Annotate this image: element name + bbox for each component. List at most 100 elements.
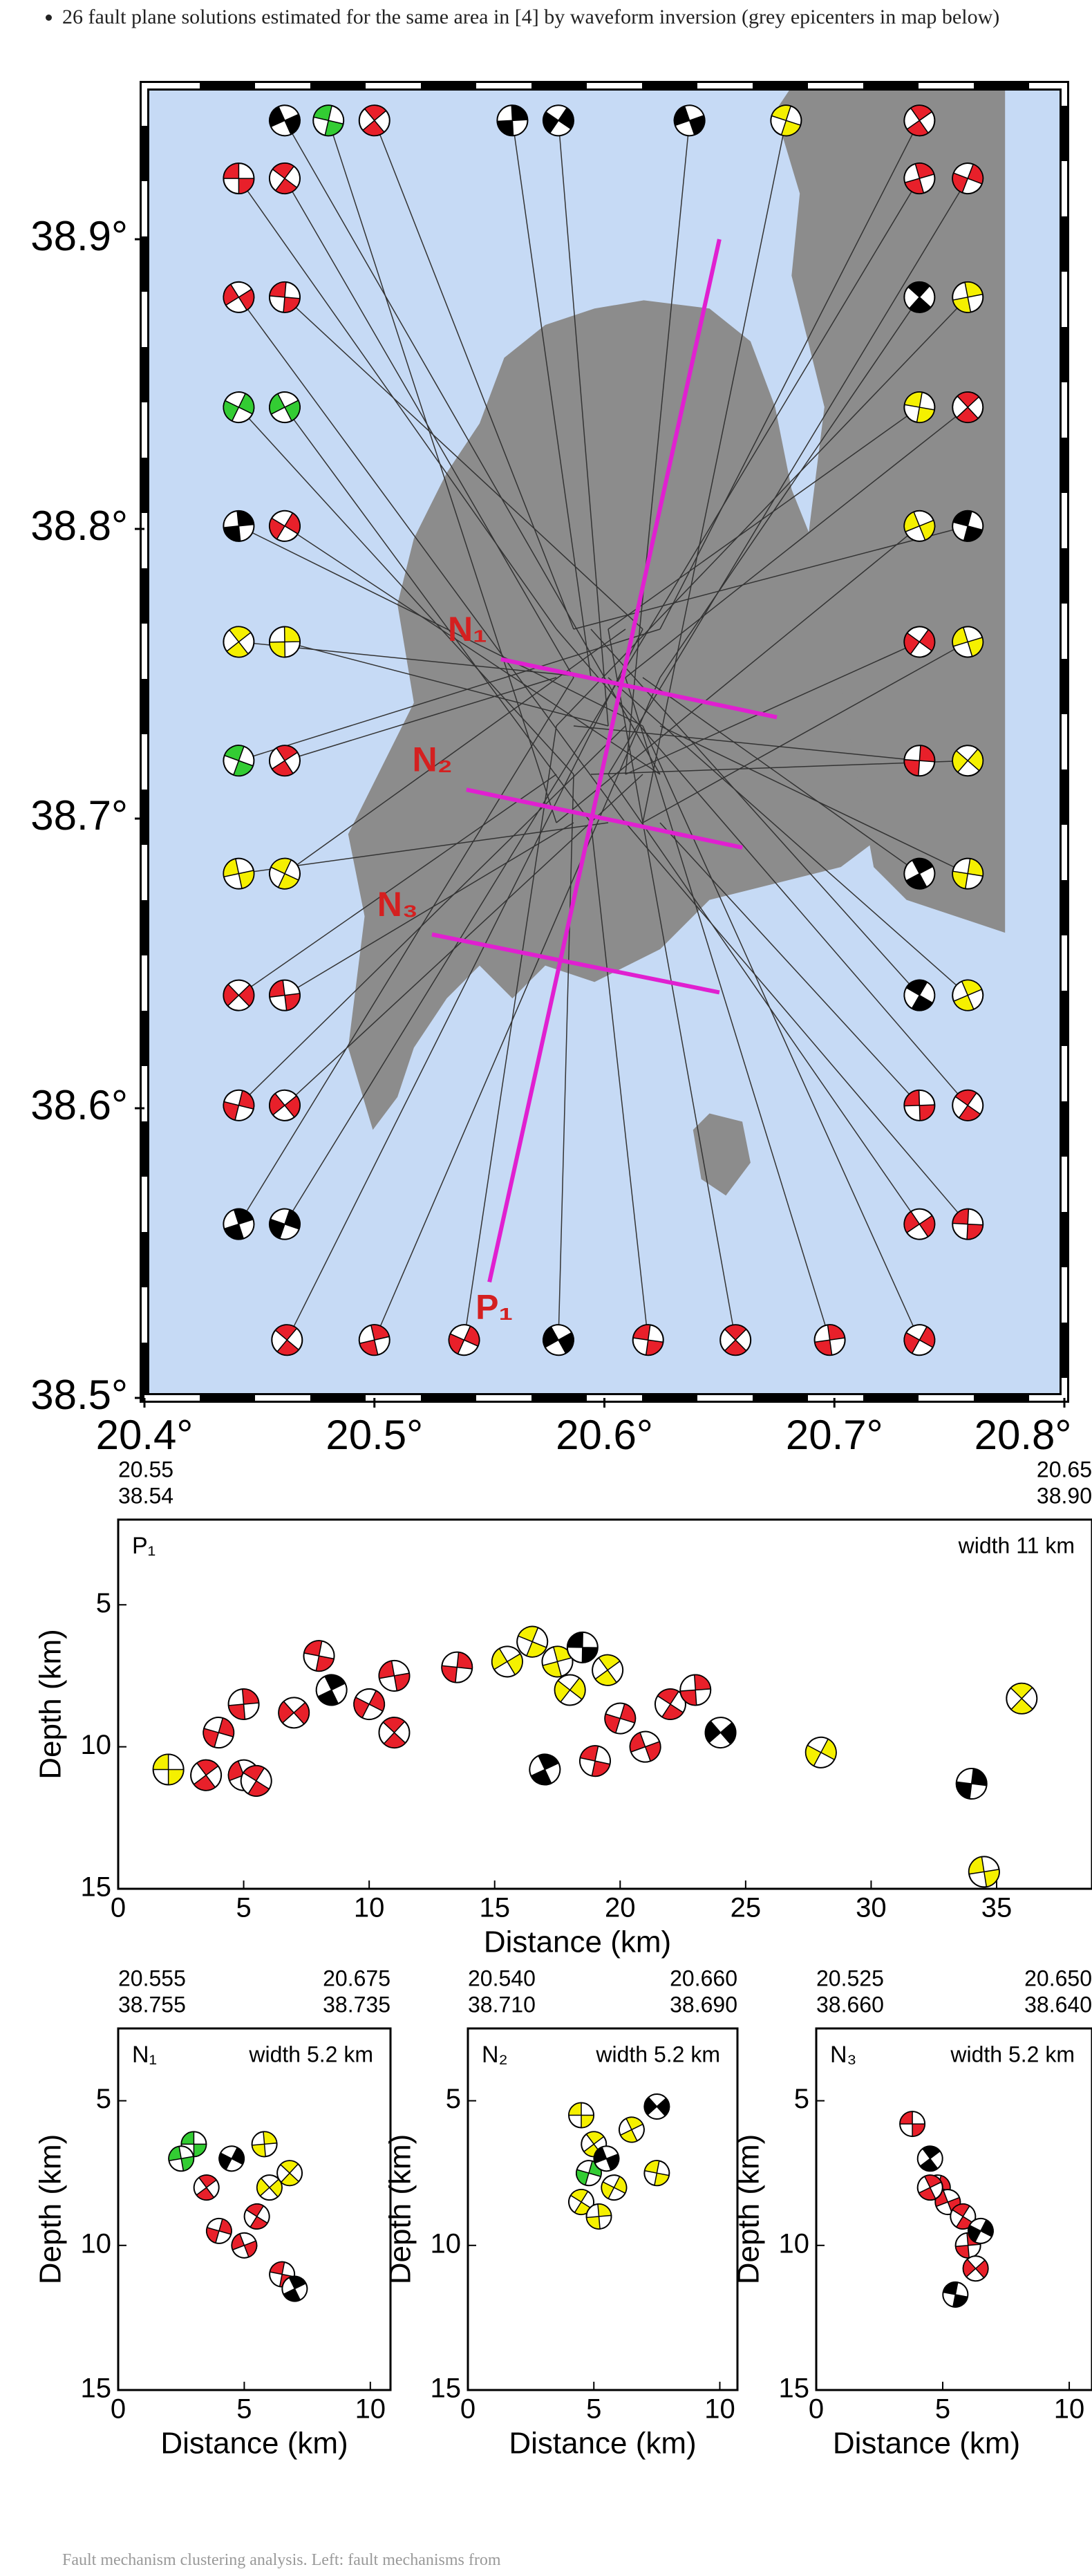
mechanism-quadrant (903, 1211, 936, 1238)
mechanism-quadrant (269, 512, 301, 540)
mechanism-quadrant (543, 1325, 574, 1354)
mechanism-quadrant (196, 2174, 218, 2201)
end-lon: 20.65 (1037, 1457, 1092, 1482)
connector (625, 120, 690, 775)
mechanism (223, 391, 255, 424)
mechanism (952, 745, 984, 777)
end-lat: 38.735 (323, 1992, 390, 2017)
connector (642, 725, 921, 1341)
mechanism (152, 1753, 185, 1786)
connector (238, 774, 557, 996)
y-tick-label: 15 (81, 2373, 112, 2404)
mechanism-quadrant (657, 1688, 684, 1720)
end-lon: 20.650 (1024, 1966, 1092, 1990)
mechanism (223, 626, 255, 658)
mechanism-quadrant (223, 162, 255, 194)
x-tick-label: 20.7° (786, 1412, 883, 1458)
mechanism (604, 1702, 637, 1735)
mechanism (903, 857, 936, 890)
y-tick-label: 38.5° (30, 1372, 128, 1418)
mechanism-quadrant (604, 1703, 637, 1734)
x-tick-label: 5 (586, 2394, 601, 2425)
width-label: width 5.2 km (595, 2042, 720, 2066)
x-axis-title: Distance (km) (509, 2427, 696, 2461)
profile-line (466, 787, 743, 850)
mechanism (268, 979, 301, 1011)
end-lat: 38.90 (1037, 1483, 1092, 1508)
mechanism-quadrant (918, 2174, 942, 2201)
mechanism-quadrant (223, 983, 255, 1007)
mechanism-quadrant (193, 1759, 219, 1791)
connector (511, 120, 592, 678)
mechanism-quadrant (353, 1690, 385, 1719)
mechanism-quadrant (491, 1648, 523, 1676)
mechanism (813, 1324, 846, 1356)
profile-line (500, 657, 778, 720)
mechanism (256, 2174, 283, 2201)
mechanism-quadrant (251, 2131, 278, 2158)
x-tick-label: 5 (236, 2394, 252, 2425)
connector (238, 525, 643, 727)
mechanism (516, 1625, 549, 1658)
mechanism-quadrant (899, 2111, 925, 2137)
mechanism-quadrant (168, 2145, 194, 2172)
mechanism (962, 2255, 989, 2282)
mechanism (542, 1324, 574, 1356)
mechanism (601, 2174, 628, 2201)
mechanism (529, 1753, 561, 1786)
start-lat: 38.660 (816, 1992, 884, 2017)
mechanism-quadrant (579, 1745, 611, 1777)
mechanism-quadrant (771, 104, 802, 137)
mechanism-quadrant (594, 1654, 621, 1686)
y-tick-label: 38.6° (30, 1082, 128, 1128)
mechanism-quadrant (952, 858, 983, 890)
connector (573, 725, 920, 761)
mechanism (719, 1324, 752, 1356)
mechanism (566, 1631, 599, 1663)
connector (642, 677, 920, 875)
mechanism-quadrant (643, 2160, 670, 2186)
mechanism (223, 979, 255, 1011)
mechanism (378, 1659, 411, 1692)
mechanism (704, 1717, 737, 1749)
profile-label: N₁ (448, 610, 487, 648)
mechanism-quadrant (724, 1324, 747, 1356)
connector (659, 120, 921, 630)
mechanism (952, 1089, 984, 1121)
mechanism (654, 1688, 686, 1720)
mechanism (942, 2281, 969, 2308)
caption: Fault mechanism clustering analysis. Lef… (62, 2551, 501, 2569)
mechanism-quadrant (903, 511, 936, 541)
mechanism (903, 281, 936, 313)
mechanism (916, 2145, 943, 2172)
mechanism (955, 1768, 988, 1800)
bullet-text: 26 fault plane solutions estimated for t… (62, 6, 999, 29)
mechanism (903, 626, 936, 658)
connector (238, 677, 574, 1225)
mechanism (441, 1651, 473, 1683)
end-lon: 20.660 (670, 1966, 737, 1990)
mechanism (315, 1674, 348, 1706)
mechanism (268, 510, 301, 542)
mechanism (312, 104, 345, 137)
mechanism-quadrant (152, 1753, 185, 1786)
mechanism (193, 2174, 220, 2201)
connector (284, 120, 661, 775)
mechanism (358, 1324, 390, 1356)
mechanism (632, 1324, 664, 1356)
mechanism (278, 1697, 310, 1729)
start-lat: 38.54 (118, 1483, 173, 1508)
mechanism-quadrant (274, 1324, 300, 1356)
mechanism-quadrant (231, 2233, 258, 2258)
mechanism-quadrant (952, 163, 983, 194)
mechanism (950, 2203, 977, 2230)
mechanism (353, 1688, 386, 1720)
mechanism (903, 162, 936, 195)
connector (284, 677, 557, 761)
start-lat: 38.755 (118, 1992, 186, 2017)
mechanism (268, 745, 301, 777)
mechanism (378, 1717, 411, 1749)
mechanism-quadrant (805, 1738, 837, 1767)
x-tick-label: 10 (1054, 2394, 1085, 2425)
connector (590, 178, 921, 727)
